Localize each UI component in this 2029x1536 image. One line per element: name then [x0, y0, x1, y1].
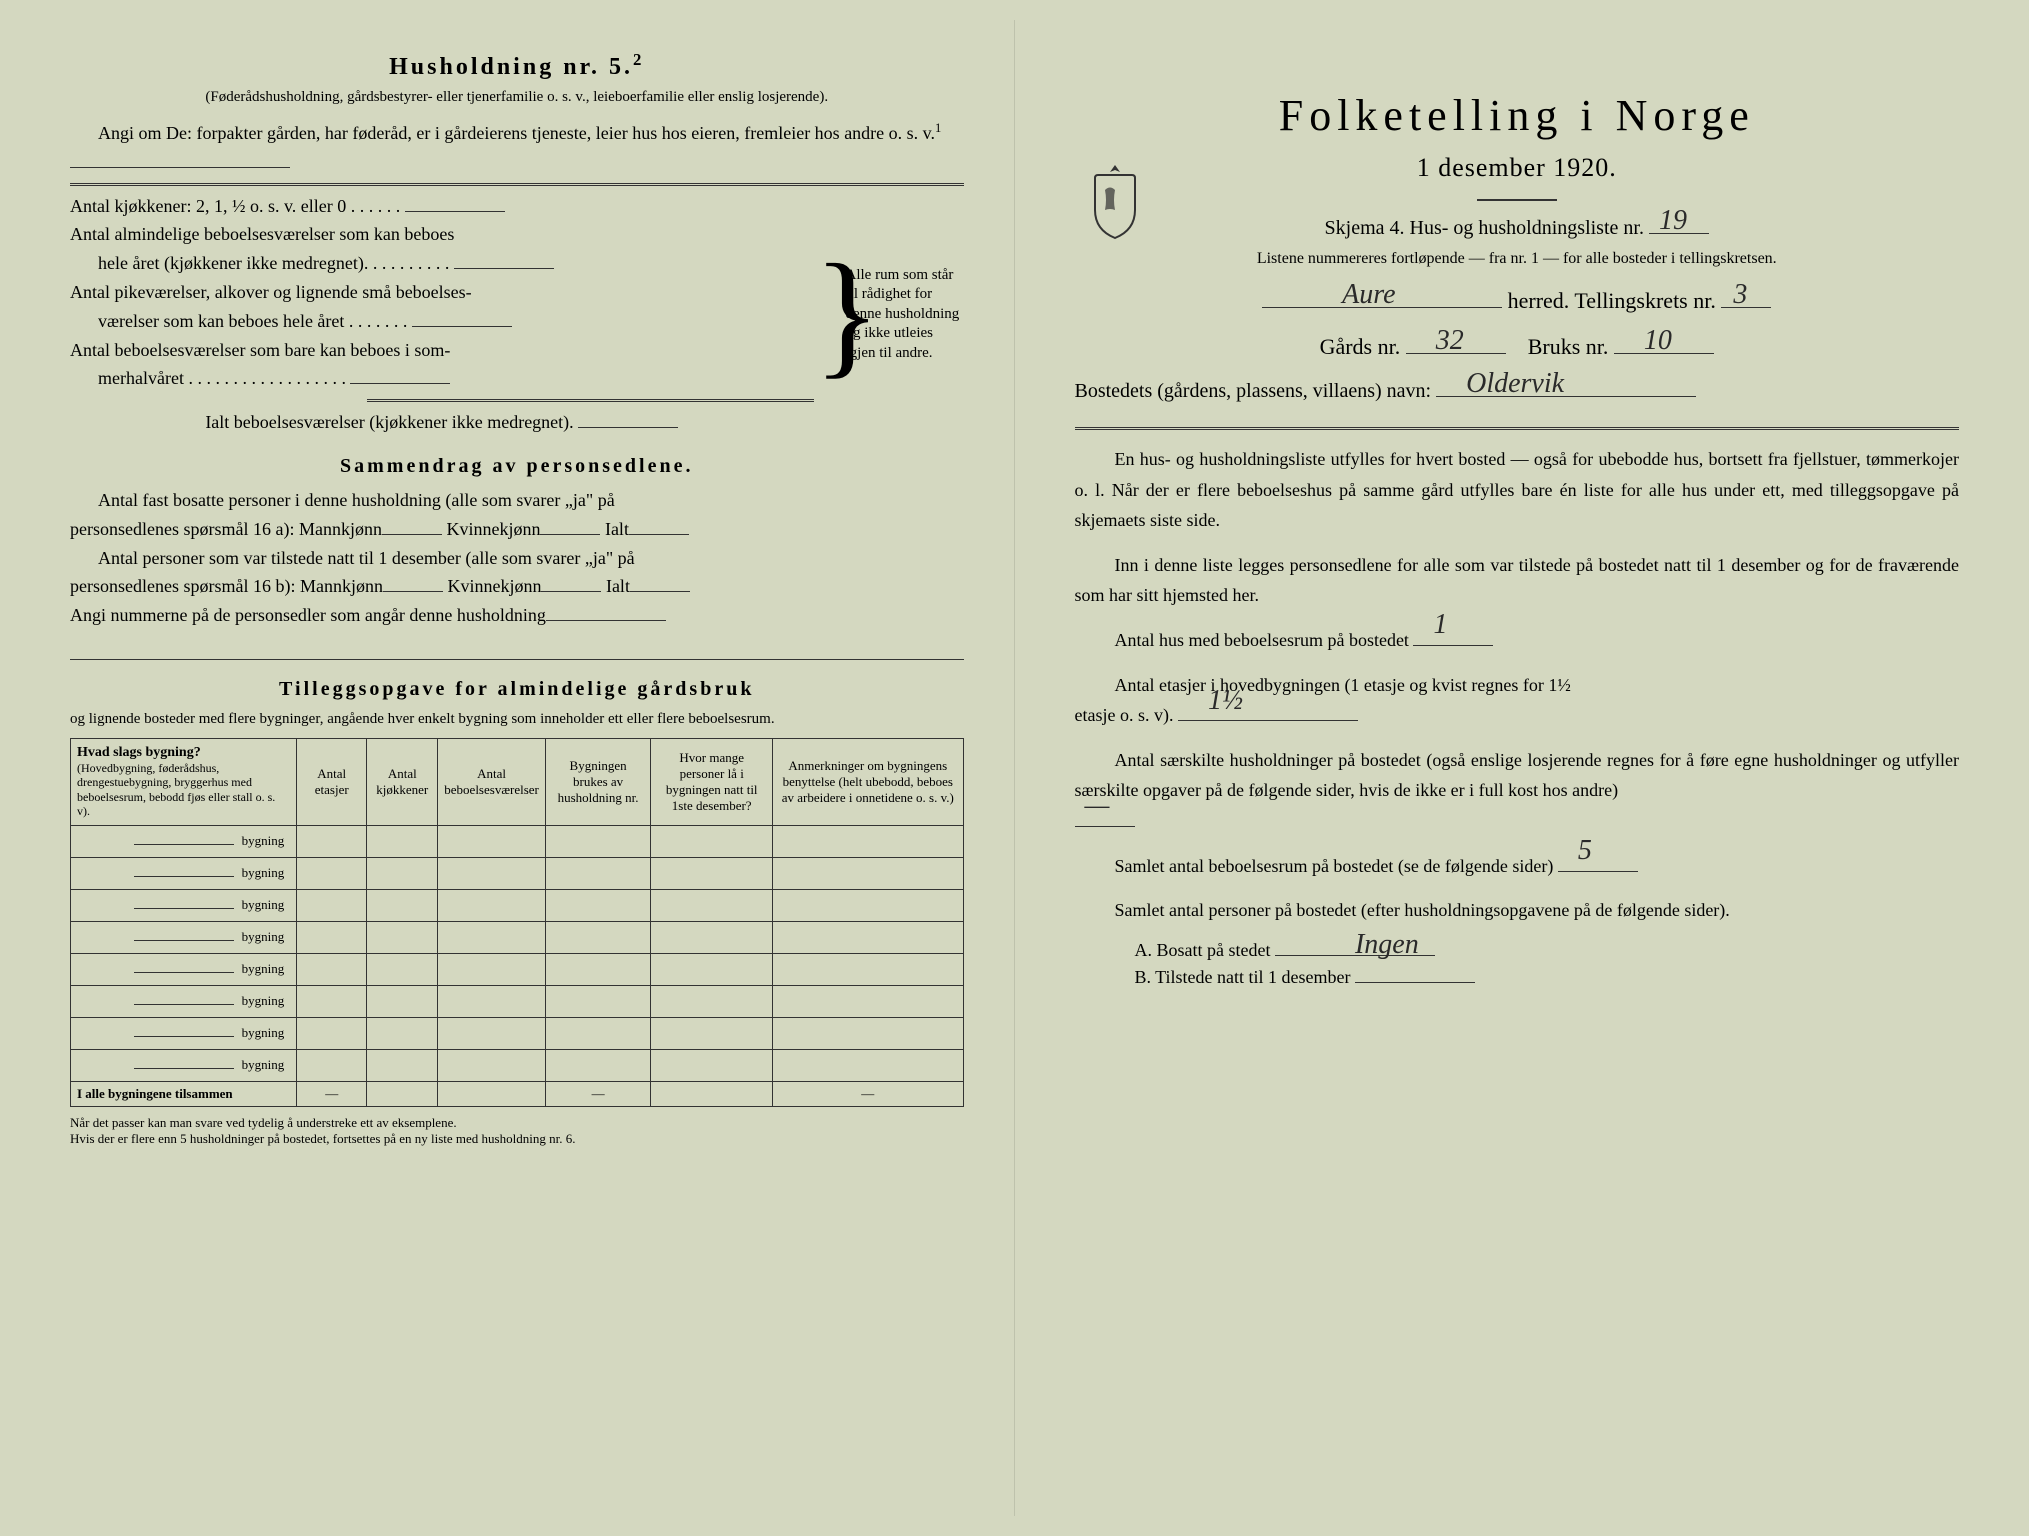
- skjema-line: Skjema 4. Hus- og husholdningsliste nr. …: [1075, 217, 1960, 240]
- coat-of-arms-icon: [1085, 160, 1145, 240]
- para1: En hus- og husholdningsliste utfylles fo…: [1075, 444, 1960, 536]
- antal-husholdninger: Antal særskilte husholdninger på bostede…: [1075, 745, 1960, 837]
- tillegg-heading: Tilleggsopgave for almindelige gårdsbruk: [70, 678, 964, 701]
- table-row: bygning: [71, 1017, 964, 1049]
- right-page: Folketelling i Norge 1 desember 1920. Sk…: [1015, 20, 2010, 1516]
- subtitle: 1 desember 1920.: [1075, 153, 1960, 183]
- antal-hus: Antal hus med beboelsesrum på bostedet 1: [1075, 625, 1960, 656]
- footnote: Når det passer kan man svare ved tydelig…: [70, 1115, 964, 1149]
- table-row: bygning: [71, 985, 964, 1017]
- angi-line: Angi om De: forpakter gården, har føderå…: [70, 118, 964, 177]
- bygning-table: Hvad slags bygning? (Hovedbygning, føder…: [70, 738, 964, 1107]
- bosatt-row: A. Bosatt på stedet Ingen: [1075, 940, 1960, 961]
- samlet-rum: Samlet antal beboelsesrum på bostedet (s…: [1075, 851, 1960, 882]
- table-row: bygning: [71, 889, 964, 921]
- table-row: bygning: [71, 825, 964, 857]
- sammendrag-2a: Antal personer som var tilstede natt til…: [70, 544, 964, 573]
- brace-text: Alle rum som står til rådighet for denne…: [834, 192, 964, 437]
- brace-icon: }: [814, 192, 834, 437]
- left-page: Husholdning nr. 5.2 (Føderådshusholdning…: [20, 20, 1015, 1516]
- listene-note: Listene nummereres fortløpende — fra nr.…: [1075, 250, 1960, 268]
- household-heading: Husholdning nr. 5.2: [70, 50, 964, 81]
- table-row: bygning: [71, 921, 964, 953]
- tillegg-sub: og lignende bosteder med flere bygninger…: [70, 709, 964, 730]
- table-row: bygning: [71, 953, 964, 985]
- para2: Inn i denne liste legges personsedlene f…: [1075, 550, 1960, 611]
- room-count-section: Antal kjøkkener: 2, 1, ½ o. s. v. eller …: [70, 192, 964, 437]
- sammendrag-1b: personsedlenes spørsmål 16 a): Mannkjønn…: [70, 515, 964, 544]
- sammendrag-2b: personsedlenes spørsmål 16 b): Mannkjønn…: [70, 572, 964, 601]
- angi-nummerne: Angi nummerne på de personsedler som ang…: [70, 601, 964, 630]
- antal-etasjer: Antal etasjer i hovedbygningen (1 etasje…: [1075, 670, 1960, 731]
- herred-row: Aure herred. Tellingskrets nr. 3: [1075, 288, 1960, 314]
- tilstede-row: B. Tilstede natt til 1 desember: [1075, 967, 1960, 988]
- sammendrag-heading: Sammendrag av personsedlene.: [70, 455, 964, 478]
- intro-paren: (Føderådshusholdning, gårdsbestyrer- ell…: [70, 87, 964, 108]
- sammendrag-1a: Antal fast bosatte personer i denne hush…: [70, 486, 964, 515]
- gards-row: Gårds nr. 32 Bruks nr. 10: [1075, 334, 1960, 360]
- main-title: Folketelling i Norge: [1075, 90, 1960, 141]
- samlet-personer: Samlet antal personer på bostedet (efter…: [1075, 895, 1960, 926]
- table-row: bygning: [71, 1049, 964, 1081]
- bosted-row: Bostedets (gårdens, plassens, villaens) …: [1075, 380, 1960, 403]
- table-row: bygning: [71, 857, 964, 889]
